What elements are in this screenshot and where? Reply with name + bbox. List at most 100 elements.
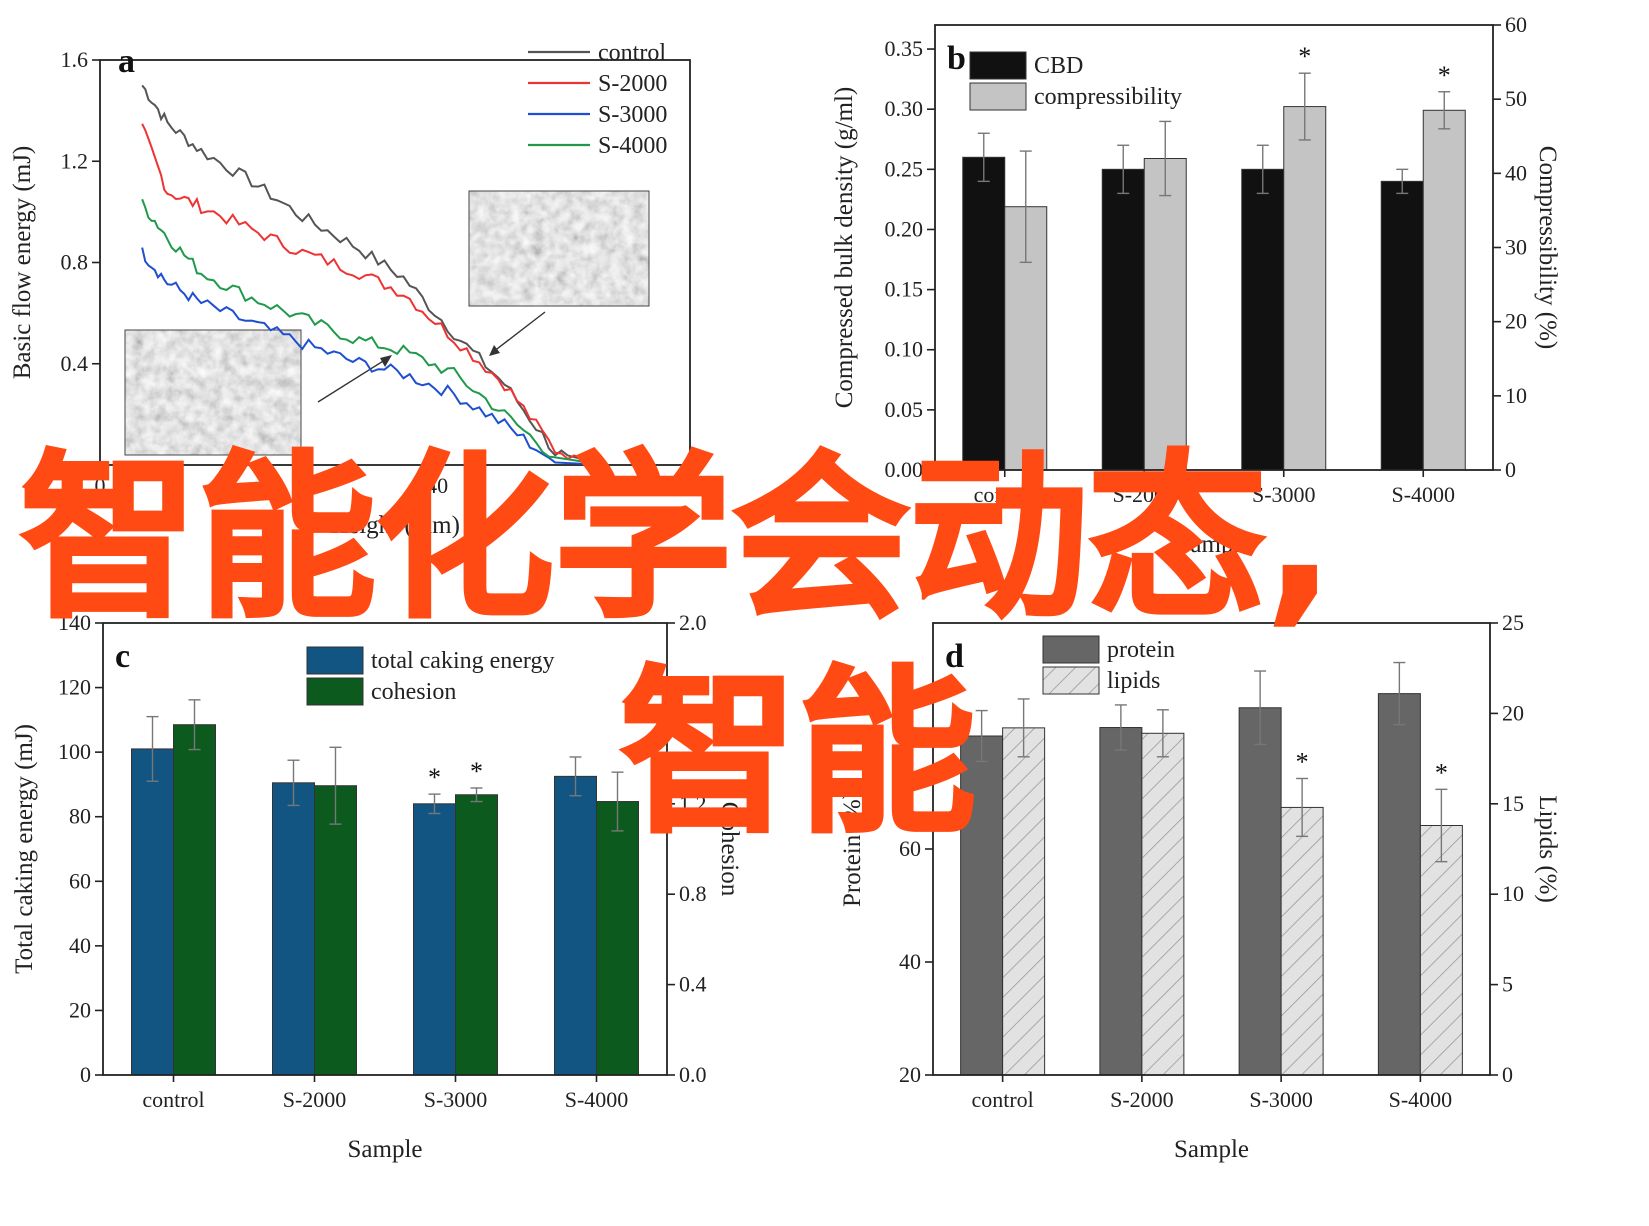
bar-total-caking-energy-control [131, 748, 174, 1076]
legend-swatch-compressibility [969, 82, 1027, 111]
y-tick-label-a: 0.4 [61, 351, 89, 376]
x-tick-label-b: S-3000 [1252, 482, 1316, 507]
y2-tick-label-d: 5 [1502, 972, 1513, 997]
panel-d: * * control S-2000 S-3000 S-4000 20 40 60 0 5 10 15 2… [839, 610, 1561, 1163]
bar-lipids-S-3000 [1280, 806, 1324, 1076]
y-tick-label-c: 0 [80, 1062, 91, 1087]
y-tick-label-c: 120 [58, 675, 91, 700]
inset-arrow-2 [492, 311, 546, 353]
legend-swatch-CBD [969, 51, 1027, 80]
y-tick-label-b: 0.25 [885, 156, 924, 181]
x-tick-label-c: S-3000 [424, 1087, 488, 1112]
x-tick-label-c: S-4000 [565, 1087, 629, 1112]
bar-total-caking-energy-S-2000 [272, 782, 315, 1076]
bar-cohesion-S-2000 [314, 785, 357, 1076]
legend-swatch-lipids [1042, 666, 1100, 695]
line-series-S-3000 [141, 247, 606, 466]
bar-protein-S-4000 [1377, 693, 1421, 1076]
y2-axis-title-d: Lipids (%) [1534, 795, 1561, 903]
legend-label-lipids: lipids [1107, 668, 1160, 694]
x-tick-label-b: S-4000 [1391, 482, 1455, 507]
y-tick-label-b: 0.10 [885, 337, 924, 362]
inset-arrow-1 [317, 357, 389, 403]
legend-label-protein: protein [1107, 637, 1175, 663]
y-tick-label-c: 140 [58, 610, 91, 635]
overlay-text-line2: 智能 [620, 650, 976, 857]
x-tick-label-a: 40 [426, 473, 448, 498]
panel-b: * * control S-2000 S-3000 S-4000 0.00 0.05 0.10 0… [831, 12, 1561, 558]
x-tick-label-c: S-2000 [283, 1087, 347, 1112]
y-tick-label-b: 0.00 [885, 457, 924, 482]
y-tick-label-a: 1.6 [61, 47, 89, 72]
bar-CBD-S-4000 [1380, 180, 1424, 471]
x-tick-label-b: control [974, 482, 1036, 507]
x-tick-label-a: 60 [595, 473, 617, 498]
x-axis-title-c: Sample [348, 1136, 423, 1163]
x-tick-label-a: 20 [258, 473, 280, 498]
overlay-text-line1: 智能化学会动态, [20, 435, 1334, 642]
y-tick-label-d: 20 [899, 1062, 921, 1087]
legend-swatch-total-caking-energy [306, 646, 364, 675]
y-tick-label-c: 20 [69, 997, 91, 1022]
panel-label-b: b [947, 40, 966, 77]
y-axis-title-b: Compressed bulk density (g/ml) [831, 87, 858, 409]
y2-tick-label-b: 50 [1505, 86, 1527, 111]
inset-arrow-2-head [489, 345, 500, 356]
y2-tick-label-b: 30 [1505, 235, 1527, 260]
y-tick-label-a: 0.8 [61, 250, 89, 275]
bar-cohesion-S-3000 [455, 794, 498, 1076]
y-axis-title-c: Total caking energy (mJ) [11, 724, 38, 974]
line-series-S-2000 [141, 123, 607, 466]
y2-axis-title-c: Cohesion [716, 802, 743, 897]
y-tick-label-b: 0.20 [885, 216, 924, 241]
bar-compressibility-S-3000 [1283, 106, 1327, 471]
panel-label-d: d [945, 638, 964, 675]
inset-arrow-1-head [380, 355, 392, 367]
legend-swatch-protein [1042, 635, 1100, 664]
x-tick-label-d: S-4000 [1389, 1087, 1453, 1112]
legend-label-S-4000: S-4000 [598, 133, 667, 159]
bar-protein-S-3000 [1238, 707, 1282, 1076]
panel-c: * * control S-2000 S-3000 S-4000 0 20 40 60 80 100 1… [11, 610, 743, 1163]
bar-lipids-control [1002, 727, 1046, 1076]
y2-tick-label-d: 15 [1502, 791, 1524, 816]
panel-a: 0 20 40 60 0.4 0.8 1.2 1.6 control S-2000 S-3000 S-… [9, 40, 691, 539]
y-tick-label-c: 40 [69, 933, 91, 958]
bar-protein-S-2000 [1099, 727, 1143, 1076]
y-tick-label-c: 60 [69, 868, 91, 893]
legend-label-S-2000: S-2000 [598, 71, 667, 97]
y2-tick-label-c: 1.2 [679, 791, 707, 816]
legend-label-compressibility: compressibility [1034, 84, 1182, 110]
x-tick-label-d: S-3000 [1249, 1087, 1313, 1112]
legend-label-S-3000: S-3000 [598, 102, 667, 128]
significance-star: * [1438, 61, 1451, 90]
y2-tick-label-b: 10 [1505, 383, 1527, 408]
bar-cohesion-S-4000 [596, 801, 639, 1076]
y-tick-label-b: 0.35 [885, 36, 924, 61]
bar-total-caking-energy-S-4000 [554, 775, 597, 1076]
bar-CBD-control [962, 156, 1006, 471]
sem-image-inset-2 [469, 191, 649, 306]
x-tick-label-d: S-2000 [1110, 1087, 1174, 1112]
y-axis-title-d: Protein (%) [839, 791, 866, 907]
line-series-S-4000 [141, 198, 606, 466]
panel-label-c: c [115, 638, 130, 675]
y-tick-label-d: 40 [899, 949, 921, 974]
x-tick-label-c: control [142, 1087, 204, 1112]
bar-total-caking-energy-S-3000 [413, 803, 456, 1076]
bar-lipids-S-4000 [1419, 824, 1463, 1076]
significance-star: * [428, 763, 441, 792]
legend-label-cohesion: cohesion [371, 679, 456, 705]
y-tick-label-c: 80 [69, 804, 91, 829]
significance-star: * [1435, 758, 1448, 787]
significance-star: * [470, 757, 483, 786]
x-axis-title-b: Sample [1177, 531, 1252, 558]
y-tick-label-b: 0.15 [885, 277, 924, 302]
panel-label-a: a [118, 43, 135, 80]
y2-tick-label-c: 0.4 [679, 972, 707, 997]
y2-tick-label-c: 0.0 [679, 1062, 707, 1087]
bar-CBD-S-2000 [1101, 168, 1145, 471]
y2-axis-title-b: Compressibility (%) [1534, 146, 1561, 349]
y2-tick-label-d: 20 [1502, 700, 1524, 725]
